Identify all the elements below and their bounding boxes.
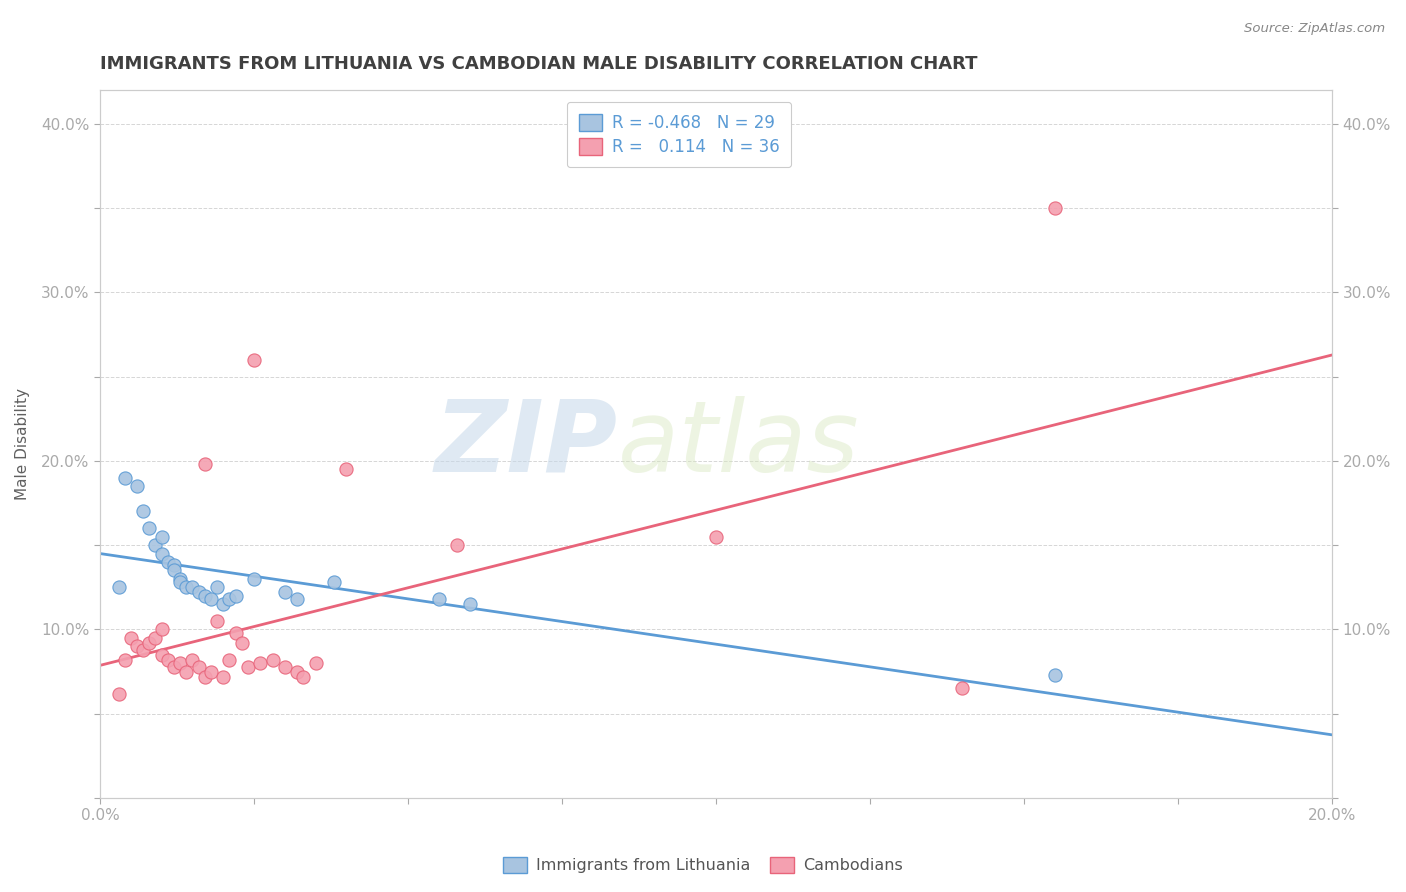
Point (225, 625, 247, 640)
Point (225, 589, 247, 603)
Point (125, 479, 148, 493)
Point (335, 462, 357, 476)
Point (285, 592, 308, 607)
Point (194, 670, 217, 684)
Point (125, 640, 148, 654)
Point (194, 457, 217, 471)
Point (427, 592, 450, 607)
Point (285, 665, 308, 679)
Point (120, 631, 142, 645)
Point (169, 575, 191, 590)
Point (194, 589, 217, 603)
Point (174, 580, 197, 594)
Point (304, 656, 326, 670)
Point (458, 597, 481, 611)
Text: Source: ZipAtlas.com: Source: ZipAtlas.com (1244, 22, 1385, 36)
Point (205, 614, 228, 628)
Point (200, 592, 222, 607)
Point (274, 585, 297, 599)
Point (163, 659, 186, 673)
Point (1043, 201, 1066, 215)
Point (169, 656, 191, 670)
Point (187, 659, 209, 673)
Point (205, 580, 228, 594)
Text: IMMIGRANTS FROM LITHUANIA VS CAMBODIAN MALE DISABILITY CORRELATION CHART: IMMIGRANTS FROM LITHUANIA VS CAMBODIAN M… (100, 55, 977, 73)
Point (231, 636, 253, 650)
Point (150, 648, 173, 662)
Point (704, 530, 727, 544)
Text: atlas: atlas (617, 395, 859, 492)
Point (952, 681, 974, 696)
Point (138, 521, 160, 535)
Point (156, 555, 179, 569)
Point (236, 659, 259, 673)
Point (150, 623, 173, 637)
Point (323, 575, 346, 590)
Point (218, 653, 240, 667)
Point (132, 642, 155, 657)
Point (163, 558, 186, 573)
Point (138, 636, 160, 650)
Point (292, 670, 315, 684)
Point (212, 670, 235, 684)
Point (145, 631, 167, 645)
Point (150, 530, 173, 544)
Point (243, 572, 266, 586)
Point (200, 665, 222, 679)
Point (156, 653, 179, 667)
Point (181, 653, 204, 667)
Point (249, 656, 271, 670)
Point (1043, 668, 1066, 682)
Point (150, 547, 173, 561)
Y-axis label: Male Disability: Male Disability (15, 388, 30, 500)
Point (114, 653, 136, 667)
Point (169, 572, 191, 586)
Point (187, 585, 209, 599)
Legend: R = -0.468   N = 29, R =   0.114   N = 36: R = -0.468 N = 29, R = 0.114 N = 36 (567, 102, 792, 168)
Legend: Immigrants from Lithuania, Cambodians: Immigrants from Lithuania, Cambodians (496, 850, 910, 880)
Point (274, 659, 297, 673)
Point (132, 504, 155, 518)
Point (107, 687, 129, 701)
Point (446, 538, 468, 552)
Point (174, 665, 197, 679)
Point (114, 471, 136, 485)
Point (163, 564, 186, 578)
Point (145, 538, 167, 552)
Point (212, 597, 235, 611)
Point (218, 592, 240, 607)
Point (243, 352, 266, 367)
Point (181, 580, 204, 594)
Text: ZIP: ZIP (434, 395, 617, 492)
Point (107, 580, 129, 594)
Point (262, 653, 284, 667)
